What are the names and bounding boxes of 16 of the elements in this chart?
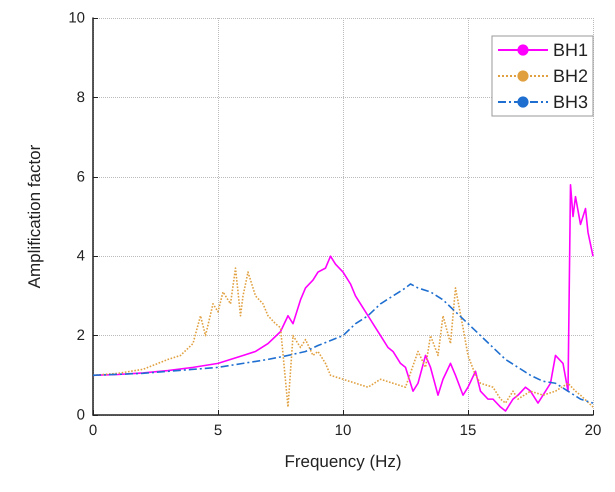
y-tick-label: 4 xyxy=(76,248,85,265)
y-axis-title: Amplification factor xyxy=(25,144,44,288)
y-tick-label: 8 xyxy=(76,88,85,106)
legend-label: BH1 xyxy=(552,40,588,60)
x-tick-label: 5 xyxy=(214,422,222,439)
legend-label: BH3 xyxy=(552,92,588,112)
y-tick-label: 6 xyxy=(76,168,85,186)
x-tick-label: 0 xyxy=(88,422,98,439)
y-tick-label: 0 xyxy=(76,406,85,424)
x-axis-title: Frequency (Hz) xyxy=(284,452,402,471)
y-tick-label: 2 xyxy=(76,327,85,344)
x-tick-label: 10 xyxy=(334,422,352,439)
x-tick-label: 20 xyxy=(584,422,602,439)
x-tick-label: 15 xyxy=(460,422,476,439)
legend-label: BH2 xyxy=(552,66,588,86)
y-tick-label: 10 xyxy=(68,10,85,26)
